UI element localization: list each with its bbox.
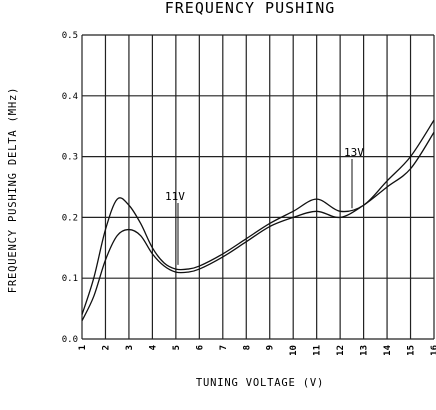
x-tick-label: 14 (383, 344, 393, 355)
x-tick-label: 9 (266, 345, 276, 350)
x-tick-label: 13 (360, 345, 370, 356)
y-tick-label: 0.3 (62, 153, 78, 163)
x-tick-label: 8 (242, 345, 252, 350)
y-tick-label: 0.4 (62, 92, 78, 102)
x-tick-label: 10 (289, 345, 299, 356)
x-tick-label: 4 (148, 344, 158, 350)
annotations: 11V 13V (165, 146, 364, 265)
x-tick-label: 5 (172, 345, 182, 350)
annotation-13v: 13V (344, 146, 364, 159)
series-line-13v (81, 131, 435, 322)
x-tick-labels: 1 2 3 4 5 6 7 8 9 10 11 12 13 14 15 16 (78, 344, 436, 355)
y-tick-label: 0.5 (62, 31, 78, 41)
y-tick-label: 0.0 (62, 335, 78, 345)
x-tick-label: 15 (407, 345, 417, 356)
x-tick-label: 3 (125, 345, 135, 350)
annotation-11v: 11V (165, 190, 185, 203)
y-tick-label: 0.1 (62, 274, 78, 284)
y-tick-labels: 0.0 0.1 0.2 0.3 0.4 0.5 (62, 31, 78, 345)
x-tick-label: 1 (78, 345, 88, 350)
series-line-11v (81, 119, 435, 315)
x-tick-label: 16 (430, 345, 436, 356)
x-tick-label: 6 (195, 345, 205, 350)
y-axis-label: FREQUENCY PUSHING DELTA (MHz) (7, 87, 19, 294)
y-tick-label: 0.2 (62, 213, 78, 223)
curves (81, 119, 435, 322)
chart-title: FREQUENCY PUSHING (165, 0, 336, 17)
x-tick-label: 11 (313, 345, 323, 356)
x-tick-label: 7 (219, 345, 229, 350)
x-tick-label: 12 (336, 345, 346, 356)
x-tick-label: 2 (101, 345, 111, 350)
x-axis-label: TUNING VOLTAGE (V) (196, 377, 324, 389)
